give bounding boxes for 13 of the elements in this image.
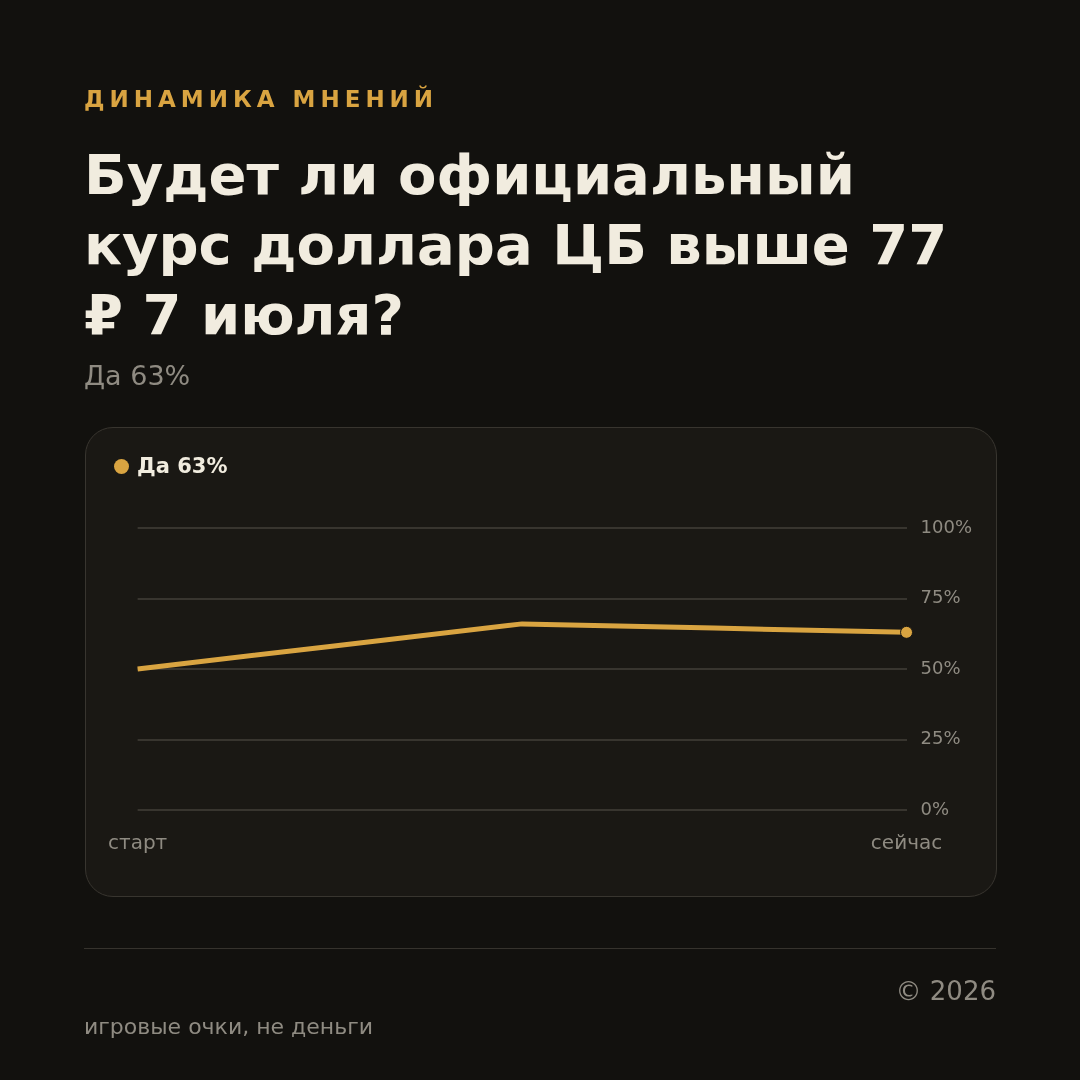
chart-subtitle: ДИНАМИКА МНЕНИЙ — [84, 86, 439, 112]
x-tick-label: сейчас — [870, 830, 943, 855]
legend-label: Да 63% — [137, 454, 228, 478]
chart-title: Будет ли официальный курс доллара ЦБ выше 77 ₽ 7 июля? — [84, 141, 949, 349]
y-tick-label: 0% — [920, 797, 950, 819]
x-tick-label: старт — [108, 830, 168, 855]
text: игровые очки, не деньги — [84, 1014, 374, 1039]
y-tick-label: 25% — [920, 727, 961, 749]
text: © 2026 — [895, 976, 996, 1006]
y-tick-label: 100% — [920, 515, 973, 537]
text: Да 63% — [84, 360, 191, 391]
y-tick-label: 50% — [920, 656, 961, 678]
y-tick-label: 75% — [920, 586, 961, 608]
